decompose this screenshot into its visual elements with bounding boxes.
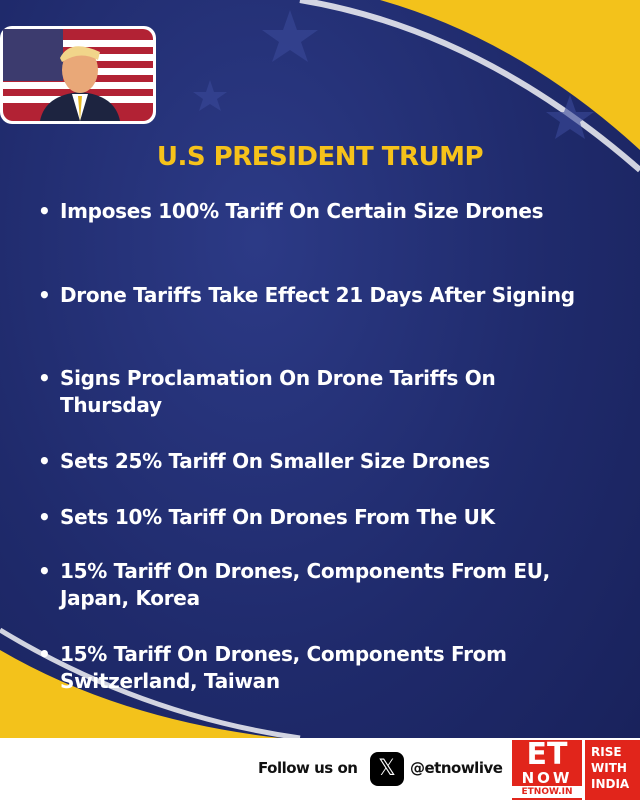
bullet-text: 15% Tariff On Drones, Components From EU…: [60, 559, 550, 610]
logo-et: ET: [526, 737, 568, 772]
tagline: RISE WITH INDIA: [585, 740, 640, 800]
bullet-text: Signs Proclamation On Drone Tariffs On T…: [60, 366, 496, 417]
bullet-dot: •: [38, 449, 51, 473]
follow-text: Follow us on: [258, 759, 358, 777]
bullet-item: • Sets 10% Tariff On Drones From The UK: [38, 504, 598, 531]
title: U.S PRESIDENT TRUMP: [156, 142, 484, 172]
bullet-item: • 15% Tariff On Drones, Components From E…: [38, 558, 598, 612]
bullet-text: Sets 10% Tariff On Drones From The UK: [60, 505, 495, 529]
bullet-item: • Drone Tariffs Take Effect 21 Days After…: [38, 282, 598, 309]
bullet-dot: •: [38, 199, 51, 223]
bullet-item: • 15% Tariff On Drones, Components From S…: [38, 641, 598, 695]
et-now-logo[interactable]: ET NOW ETNOW.IN: [512, 740, 582, 800]
bullet-text: 15% Tariff On Drones, Components From Sw…: [60, 642, 507, 693]
bullet-text: Drone Tariffs Take Effect 21 Days After …: [60, 283, 575, 307]
tagline-line: INDIA: [591, 777, 630, 791]
bullet-text: Sets 25% Tariff On Smaller Size Drones: [60, 449, 490, 473]
logo-now: NOW: [521, 769, 573, 787]
bullet-dot: •: [38, 366, 51, 390]
bullet-item: • Signs Proclamation On Drone Tariffs On …: [38, 365, 598, 419]
bullet-text: Imposes 100% Tariff On Certain Size Dron…: [60, 199, 544, 223]
handle[interactable]: @etnowlive: [410, 759, 503, 777]
bullet-dot: •: [38, 505, 51, 529]
footer: Follow us on 𝕏 @etnowlive ET NOW ETNOW.I…: [0, 738, 640, 800]
bullet-item: • Imposes 100% Tariff On Certain Size Dro…: [38, 198, 598, 225]
logo-site: ETNOW.IN: [512, 786, 582, 798]
tagline-line: RISE: [591, 745, 622, 759]
bullet-dot: •: [38, 559, 51, 583]
tagline-line: WITH: [591, 761, 627, 775]
x-icon[interactable]: 𝕏: [370, 752, 404, 786]
bullet-dot: •: [38, 283, 51, 307]
bullet-dot: •: [38, 642, 51, 666]
bullet-item: • Sets 25% Tariff On Smaller Size Drones: [38, 448, 598, 475]
